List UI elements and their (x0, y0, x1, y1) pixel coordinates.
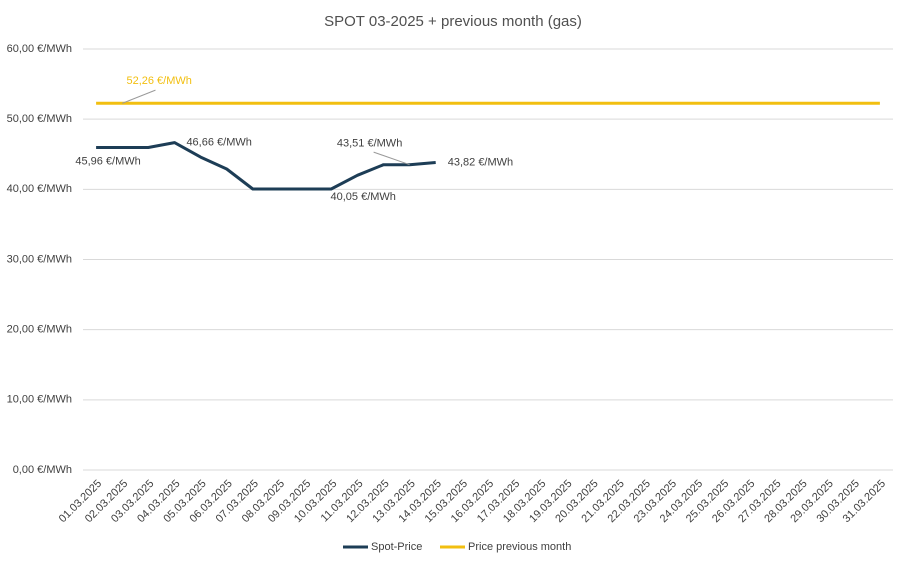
y-tick-label: 10,00 €/MWh (7, 394, 72, 406)
data-label: 40,05 €/MWh (331, 191, 396, 203)
data-label: 52,26 €/MWh (126, 75, 191, 87)
legend-label: Price previous month (468, 541, 571, 553)
y-tick-label: 30,00 €/MWh (7, 253, 72, 265)
y-tick-label: 60,00 €/MWh (7, 43, 72, 55)
chart-title: SPOT 03-2025 + previous month (gas) (324, 13, 582, 30)
y-tick-label: 20,00 €/MWh (7, 324, 72, 336)
leader-line (373, 151, 410, 166)
leader-line (122, 89, 156, 104)
y-tick-label: 50,00 €/MWh (7, 113, 72, 125)
legend-label: Spot-Price (371, 541, 422, 553)
data-label: 46,66 €/MWh (186, 137, 251, 149)
y-tick-label: 0,00 €/MWh (13, 464, 72, 476)
y-tick-label: 40,00 €/MWh (7, 183, 72, 195)
data-label: 43,51 €/MWh (337, 138, 402, 150)
series-line (96, 141, 436, 191)
data-label: 43,82 €/MWh (448, 156, 513, 168)
data-label: 45,96 €/MWh (75, 155, 140, 167)
